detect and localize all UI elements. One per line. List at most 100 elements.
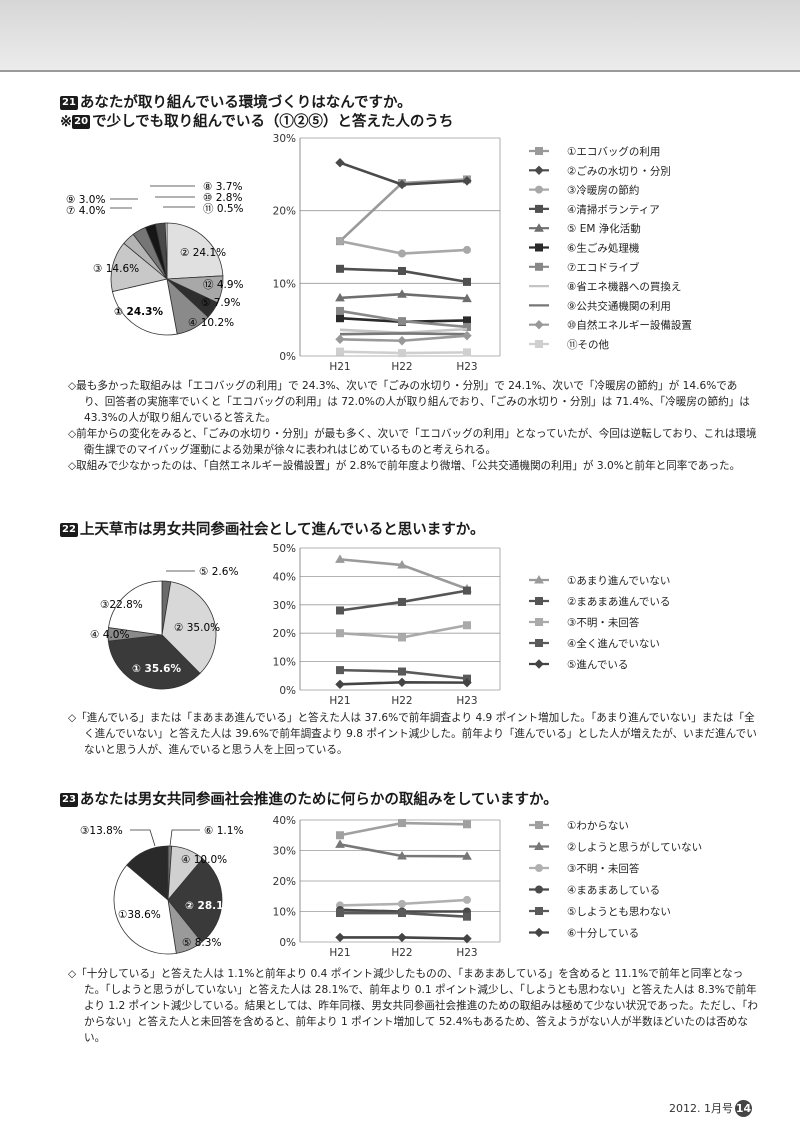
legend-marker <box>534 841 544 850</box>
data-point <box>336 264 344 273</box>
data-point <box>398 633 406 642</box>
q23-title-text: あなたは男女共同参画社会推進のために何らかの取組みをしていますか。 <box>79 791 558 808</box>
q23-commentary: ◇「十分している」と答えた人は 1.1%と前年より 0.4 ポイント減少したもの… <box>68 966 758 1046</box>
issue-label: 2012. 1月号 <box>669 1102 733 1115</box>
legend-marker <box>535 864 543 872</box>
data-point <box>336 909 344 918</box>
data-point <box>398 317 406 326</box>
q22-pie-label-1: ① 35.6% <box>132 663 181 675</box>
legend-label: ⑪その他 <box>567 338 609 351</box>
data-point <box>397 932 407 943</box>
data-point <box>336 666 344 675</box>
legend-marker <box>535 147 543 155</box>
q21-paragraph: ◇最も多かった取組みは「エコバッグの利用」で 24.3%、次いで「ごみの水切り・… <box>68 380 750 424</box>
legend-label: ③不明・未回答 <box>567 862 640 875</box>
data-point <box>336 606 344 615</box>
legend-marker <box>535 262 543 271</box>
q23-pie-label-4: ④ 10.0% <box>181 854 227 866</box>
data-point <box>463 621 471 630</box>
legend-marker <box>534 927 544 938</box>
data-point <box>335 334 345 344</box>
data-point <box>463 316 471 325</box>
header-band <box>0 0 800 72</box>
q21-title-text: あなたが取り組んでいる環境づくりはなんですか。 <box>79 94 412 111</box>
pie-slice <box>161 581 217 674</box>
q21-sub-number: 20 <box>72 115 91 129</box>
legend-marker <box>535 597 543 605</box>
data-point <box>462 330 472 341</box>
y-tick-label: 30% <box>273 600 296 612</box>
y-tick-label: 20% <box>273 628 296 640</box>
y-tick-label: 0% <box>279 351 296 363</box>
y-tick-label: 50% <box>273 543 296 555</box>
data-point <box>398 667 406 676</box>
legend-label: ⑤進んでいる <box>567 659 628 671</box>
q23-paragraph: ◇「十分している」と答えた人は 1.1%と前年より 0.4 ポイント減少したもの… <box>68 968 758 1044</box>
data-point <box>398 249 406 258</box>
q22-commentary: ◇「進んでいる」または「まあまあ進んでいる」と答えた人は 37.6%で前年調査よ… <box>68 710 758 758</box>
data-point <box>335 932 345 943</box>
data-point <box>463 277 471 286</box>
data-point <box>397 677 407 688</box>
legend-label: ⑨公共交通機関の利用 <box>567 299 671 312</box>
q22-line-chart: 0% 10% 20% 30% 40% 50% H21 H22 H23 ①あまり進んでいない ②まあま… <box>273 543 671 707</box>
data-point <box>336 314 344 323</box>
data-point <box>462 293 472 303</box>
q23-pie-label-6: ⑥ 1.1% <box>204 825 243 837</box>
x-tick-label: H21 <box>329 361 350 373</box>
q22-pie-label-5: ⑤ 2.6% <box>199 566 238 578</box>
q22-title: 22 上天草市は男女共同参画社会として進んでいると思いますか。 <box>60 518 484 539</box>
q23-pie-label-2: ② 28.1% <box>185 900 234 912</box>
page-footer: 2012. 1月号 14 <box>669 1100 752 1117</box>
legend-marker <box>535 618 543 626</box>
q21-pie-label-7: ⑦ 4.0% <box>66 205 105 217</box>
y-tick-label: 40% <box>273 815 296 827</box>
legend-marker <box>535 885 543 894</box>
q22-paragraph: ◇「進んでいる」または「まあまあ進んでいる」と答えた人は 37.6%で前年調査よ… <box>68 712 757 756</box>
data-point <box>398 909 406 918</box>
q21-pie-label-3: ③ 14.6% <box>93 263 139 275</box>
legend-label: ⑤ EM 浄化活動 <box>567 222 641 235</box>
legend-marker <box>535 639 543 647</box>
q21-subtitle: ※ 20 で少しでも取り組んでいる（①②⑤）と答えた人のうち <box>60 110 453 131</box>
legend-label: ⑩自然エネルギー設備設置 <box>567 319 692 332</box>
q21-number: 21 <box>60 96 78 110</box>
y-tick-label: 10% <box>273 278 296 290</box>
pie-slice <box>113 864 177 955</box>
q22-number: 22 <box>60 523 78 537</box>
legend-marker <box>534 165 544 176</box>
legend-label: ⑤しようとも思わない <box>567 906 671 918</box>
legend-label: ⑦エコドライブ <box>567 261 640 274</box>
legend-marker <box>534 659 544 669</box>
q22-pie-label-2: ② 35.0% <box>174 622 220 634</box>
data-point <box>398 266 406 275</box>
data-point <box>463 820 471 829</box>
legend-label: ④清掃ボランティア <box>567 203 660 216</box>
q23-line-chart: 0% 10% 20% 30% 40% H21 H22 H23 ①わからない ②しようと思うがしてい… <box>273 815 702 959</box>
q21-paragraph: ◇取組みで少なかったのは、「自然エネルギー設備設置」が 2.8%で前年度より微増… <box>68 460 741 472</box>
legend-label: ①わからない <box>567 820 629 832</box>
q21-pie-label-10: ⑩ 2.8% <box>203 192 242 204</box>
q21-pie-label-4: ④ 10.2% <box>188 317 234 329</box>
data-point <box>462 176 472 186</box>
q23-pie-label-1: ①38.6% <box>118 909 161 921</box>
q21-sub-prefix: ※ <box>60 113 73 130</box>
legend-label: ⑧省エネ機器への買換え <box>567 280 681 293</box>
q21-pie-label-5: ⑤ 7.9% <box>201 297 240 309</box>
data-point <box>335 839 345 848</box>
pie-slice <box>108 580 163 636</box>
data-point <box>336 629 344 638</box>
data-point <box>462 677 472 688</box>
legend-marker <box>535 907 543 915</box>
legend-label: ①あまり進んでいない <box>567 575 670 587</box>
q21-title: 21 あなたが取り組んでいる環境づくりはなんですか。 <box>60 91 412 112</box>
data-point <box>398 597 406 606</box>
q23-pie-label-5: ⑤ 8.3% <box>182 937 221 949</box>
data-point <box>398 349 406 358</box>
data-point <box>463 245 471 254</box>
q21-pie-label-9: ⑨ 3.0% <box>66 194 105 206</box>
x-tick-label: H23 <box>456 695 477 707</box>
data-point <box>397 179 407 190</box>
legend-marker <box>535 243 543 252</box>
q23-pie <box>113 845 223 955</box>
